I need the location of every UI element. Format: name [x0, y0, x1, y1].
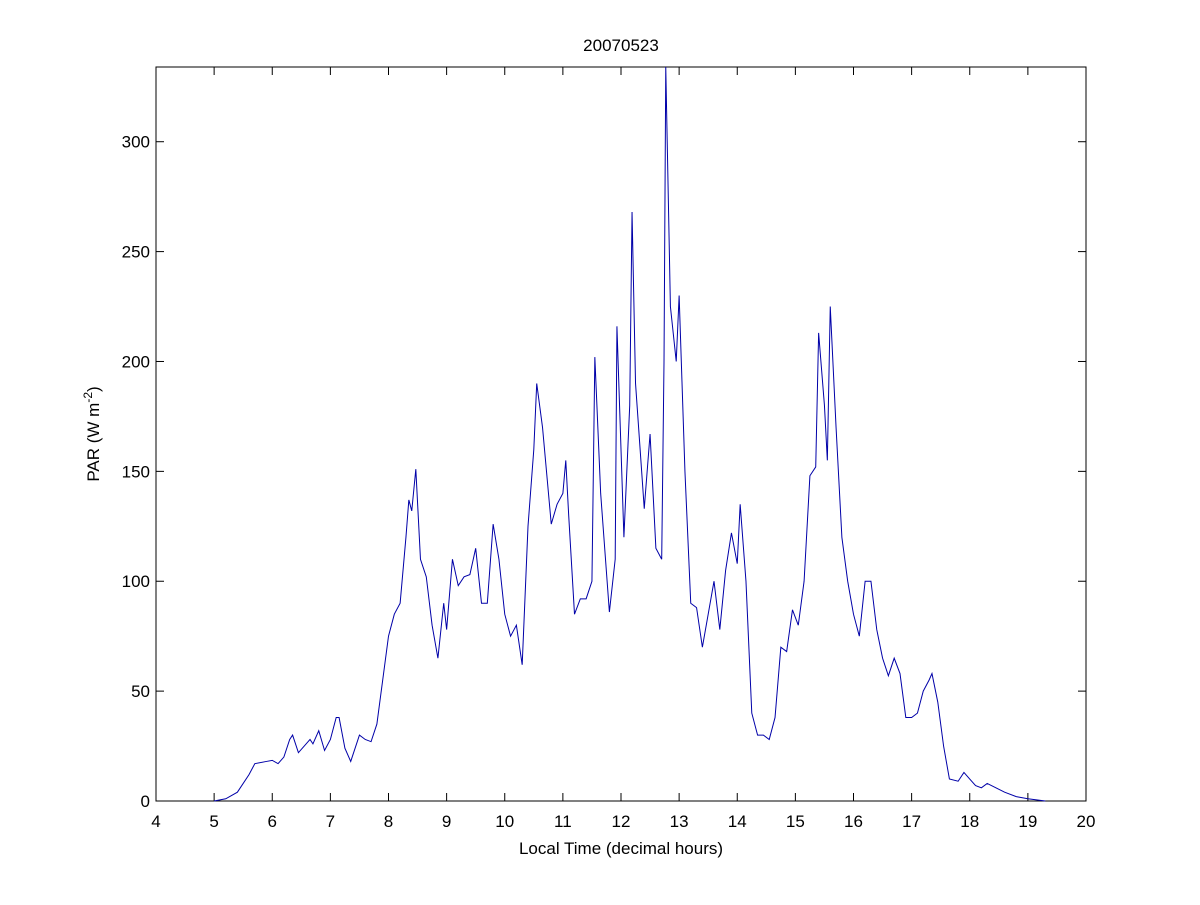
y-tick-label: 250: [122, 243, 150, 262]
y-tick-label: 100: [122, 572, 150, 591]
data-line: [214, 66, 1046, 802]
y-label-text: PAR (W m: [84, 403, 103, 482]
x-tick-label: 19: [1018, 812, 1037, 831]
x-tick-label: 5: [209, 812, 218, 831]
x-tick-label: 17: [902, 812, 921, 831]
x-tick-label: 7: [326, 812, 335, 831]
x-tick-label: 12: [612, 812, 631, 831]
x-tick-label: 13: [670, 812, 689, 831]
x-axis-label: Local Time (decimal hours): [519, 839, 723, 858]
x-tick-label: 18: [960, 812, 979, 831]
chart-title: 20070523: [583, 36, 659, 55]
x-tick-label: 4: [151, 812, 160, 831]
y-axis-label: PAR (W m-2): [81, 386, 103, 481]
y-tick-label: 150: [122, 462, 150, 481]
x-tick-label: 10: [495, 812, 514, 831]
y-tick-label: 0: [141, 792, 150, 811]
x-tick-label: 9: [442, 812, 451, 831]
x-tick-label: 11: [554, 812, 572, 831]
y-label-end: ): [84, 386, 103, 392]
y-tick-label: 50: [131, 682, 150, 701]
y-tick-label: 300: [122, 133, 150, 152]
x-tick-label: 15: [786, 812, 805, 831]
y-label-sup: -2: [81, 392, 95, 403]
x-tick-label: 6: [268, 812, 277, 831]
x-tick-label: 8: [384, 812, 393, 831]
x-tick-label: 20: [1077, 812, 1096, 831]
x-tick-label: 14: [728, 812, 747, 831]
plot-box: [155, 66, 1087, 802]
x-tick-label: 16: [844, 812, 863, 831]
y-tick-label: 200: [122, 352, 150, 371]
